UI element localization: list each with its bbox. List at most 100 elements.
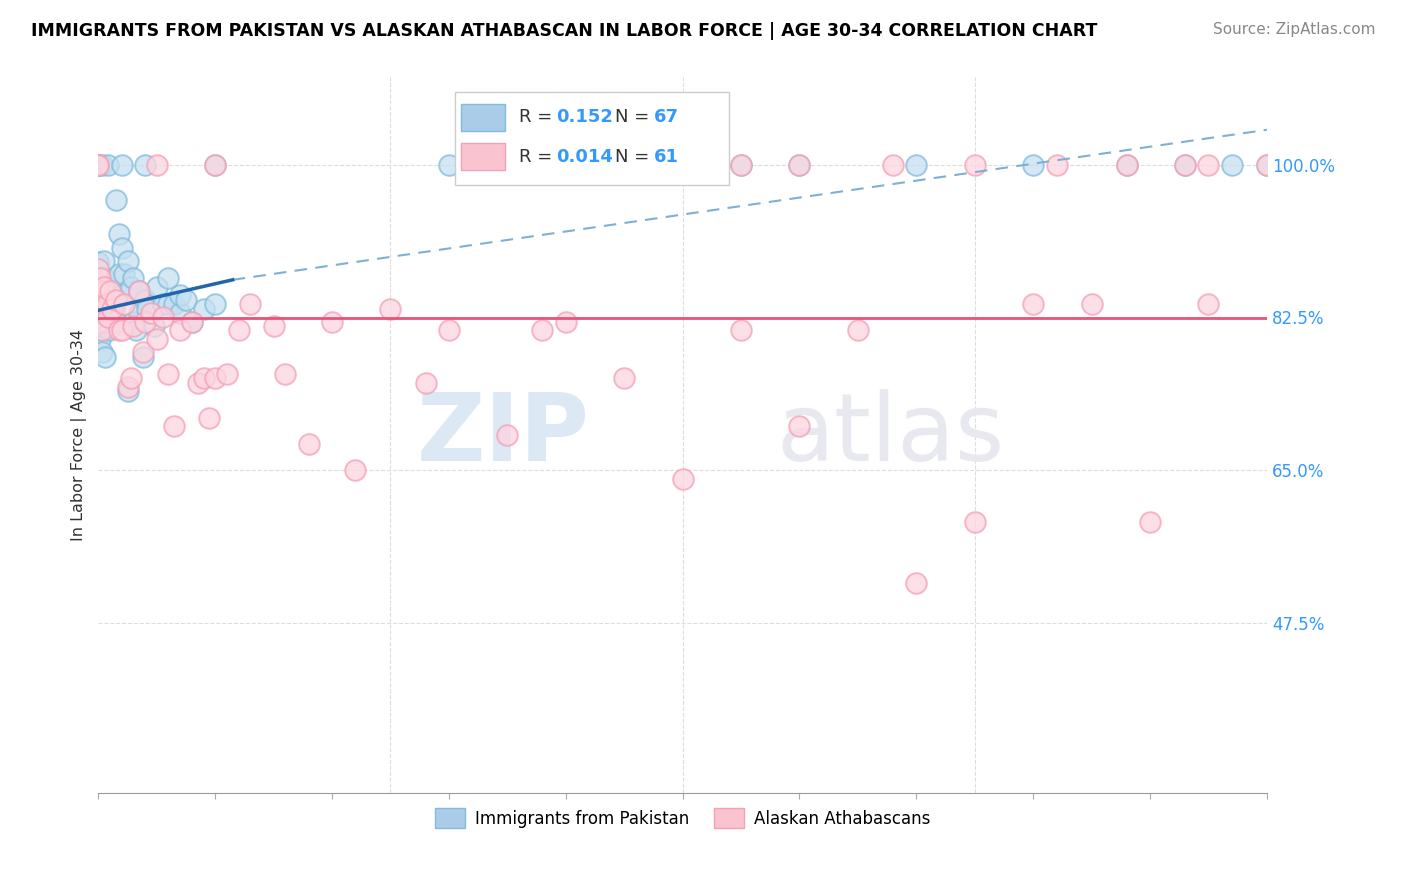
Point xyxy=(87,306,110,320)
Point xyxy=(97,158,120,172)
Point xyxy=(274,367,297,381)
FancyBboxPatch shape xyxy=(454,92,730,185)
Point xyxy=(89,332,111,346)
Point xyxy=(1198,158,1220,172)
Point xyxy=(91,284,114,298)
Point xyxy=(1045,158,1067,172)
Point xyxy=(789,158,811,172)
Point xyxy=(730,158,752,172)
Point xyxy=(108,227,131,242)
Point xyxy=(415,376,437,390)
Point xyxy=(87,267,110,281)
Point xyxy=(789,419,811,434)
Point xyxy=(87,158,110,172)
Point xyxy=(111,288,134,302)
Point xyxy=(1220,158,1243,172)
Point xyxy=(157,271,180,285)
Point xyxy=(239,297,262,311)
Text: N =: N = xyxy=(614,148,655,166)
Point xyxy=(104,193,127,207)
Point xyxy=(204,158,226,172)
Point xyxy=(90,271,112,285)
Point xyxy=(87,282,110,296)
Point xyxy=(87,271,110,285)
Point xyxy=(139,306,162,320)
Text: 0.014: 0.014 xyxy=(557,148,613,166)
Point xyxy=(298,436,321,450)
Text: 67: 67 xyxy=(654,109,679,127)
Point xyxy=(90,284,112,298)
Point xyxy=(905,158,928,172)
Point xyxy=(103,301,125,316)
Point xyxy=(204,371,226,385)
Point xyxy=(94,350,117,364)
Point xyxy=(146,158,169,172)
Point xyxy=(111,240,134,254)
Point xyxy=(87,158,110,172)
Point xyxy=(437,158,460,172)
Point xyxy=(87,158,110,172)
Point xyxy=(730,323,752,337)
Legend: Immigrants from Pakistan, Alaskan Athabascans: Immigrants from Pakistan, Alaskan Athaba… xyxy=(429,802,938,834)
Point xyxy=(134,158,156,172)
Point xyxy=(1080,297,1102,311)
Point xyxy=(87,282,110,296)
Point xyxy=(789,158,811,172)
Point xyxy=(87,288,110,302)
Point xyxy=(90,323,112,337)
Point xyxy=(87,279,110,293)
Point xyxy=(132,345,155,359)
Point xyxy=(98,297,121,311)
Point xyxy=(905,576,928,591)
Point xyxy=(1139,516,1161,530)
Point xyxy=(187,376,209,390)
Point xyxy=(87,158,110,172)
Point xyxy=(117,380,139,394)
Point xyxy=(496,428,519,442)
Text: IMMIGRANTS FROM PAKISTAN VS ALASKAN ATHABASCAN IN LABOR FORCE | AGE 30-34 CORREL: IMMIGRANTS FROM PAKISTAN VS ALASKAN ATHA… xyxy=(31,22,1097,40)
Text: ZIP: ZIP xyxy=(416,389,589,481)
Point xyxy=(91,301,114,316)
Point xyxy=(1022,158,1045,172)
Point xyxy=(112,267,135,281)
Point xyxy=(672,472,695,486)
Point xyxy=(91,315,114,329)
Point xyxy=(136,301,159,316)
Point xyxy=(152,297,174,311)
Text: Source: ZipAtlas.com: Source: ZipAtlas.com xyxy=(1212,22,1375,37)
Point xyxy=(111,323,134,337)
Point xyxy=(204,158,226,172)
Point xyxy=(87,274,110,288)
Point xyxy=(1256,158,1278,172)
Text: 0.152: 0.152 xyxy=(557,109,613,127)
Point xyxy=(120,279,142,293)
Point xyxy=(87,255,110,269)
Point xyxy=(89,271,111,285)
Point xyxy=(87,297,110,311)
Point xyxy=(846,323,869,337)
Text: N =: N = xyxy=(614,109,655,127)
FancyBboxPatch shape xyxy=(461,144,505,170)
Point xyxy=(1174,158,1197,172)
Point xyxy=(169,323,191,337)
Point xyxy=(1115,158,1137,172)
Point xyxy=(90,158,112,172)
Point xyxy=(1174,158,1197,172)
Point xyxy=(882,158,904,172)
Point xyxy=(128,284,150,298)
Point xyxy=(163,419,186,434)
Point xyxy=(122,315,145,329)
Text: R =: R = xyxy=(519,109,558,127)
Point xyxy=(93,271,115,285)
Point xyxy=(87,297,110,311)
Point xyxy=(97,323,120,337)
Point xyxy=(89,315,111,329)
Point xyxy=(193,301,215,316)
Point xyxy=(180,315,202,329)
Point xyxy=(98,284,121,298)
Point xyxy=(169,306,191,320)
Point xyxy=(125,323,148,337)
Point xyxy=(193,371,215,385)
Point xyxy=(97,310,120,325)
Point xyxy=(730,158,752,172)
